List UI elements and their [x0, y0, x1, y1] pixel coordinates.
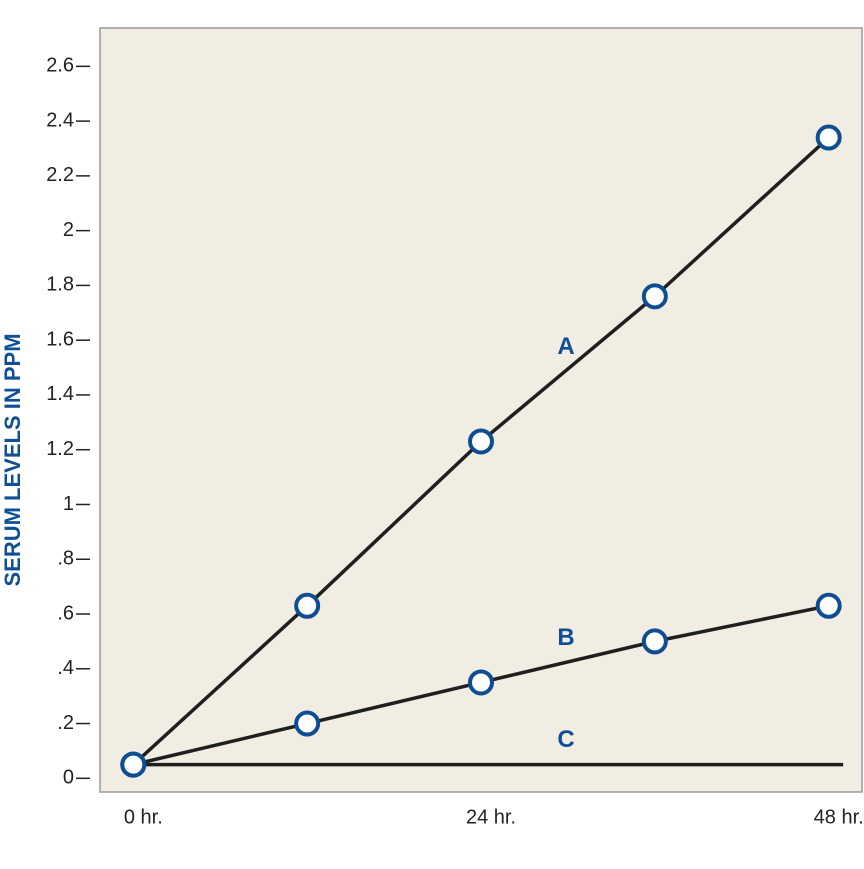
x-tick-label: 48 hr. — [814, 806, 864, 828]
y-tick-label: .6 — [57, 602, 74, 624]
series-label: B — [557, 624, 574, 651]
y-tick-label: 2.2 — [46, 164, 74, 186]
y-tick-label: 2.6 — [46, 55, 74, 77]
y-tick-label: 1.6 — [46, 328, 74, 350]
data-point — [641, 283, 668, 310]
data-point — [468, 428, 494, 455]
y-tick-label: 1.8 — [46, 274, 74, 296]
y-tick-label: .4 — [57, 657, 74, 679]
y-tick-label: 2 — [63, 219, 74, 241]
y-tick-label: 1.4 — [46, 383, 74, 405]
y-tick-label: 0 — [63, 767, 74, 789]
y-tick-label: .8 — [57, 548, 74, 570]
y-tick-label: 2.4 — [46, 109, 74, 131]
y-tick-label: .2 — [57, 712, 74, 734]
x-tick-label: 24 hr. — [466, 806, 516, 828]
data-point — [641, 628, 668, 655]
data-point — [294, 592, 321, 619]
series-label: A — [557, 333, 574, 360]
data-point — [468, 669, 494, 696]
data-point — [294, 710, 321, 737]
y-tick-label: 1 — [63, 493, 74, 515]
plot-area — [99, 27, 863, 793]
data-point — [815, 592, 842, 619]
data-point — [815, 124, 842, 151]
x-tick-label: 0 hr. — [124, 806, 163, 828]
y-tick-label: 1.2 — [46, 438, 74, 460]
y-axis-label: SERUM LEVELS IN PPM — [0, 333, 25, 586]
series-label: C — [557, 726, 574, 753]
data-point — [120, 751, 147, 778]
